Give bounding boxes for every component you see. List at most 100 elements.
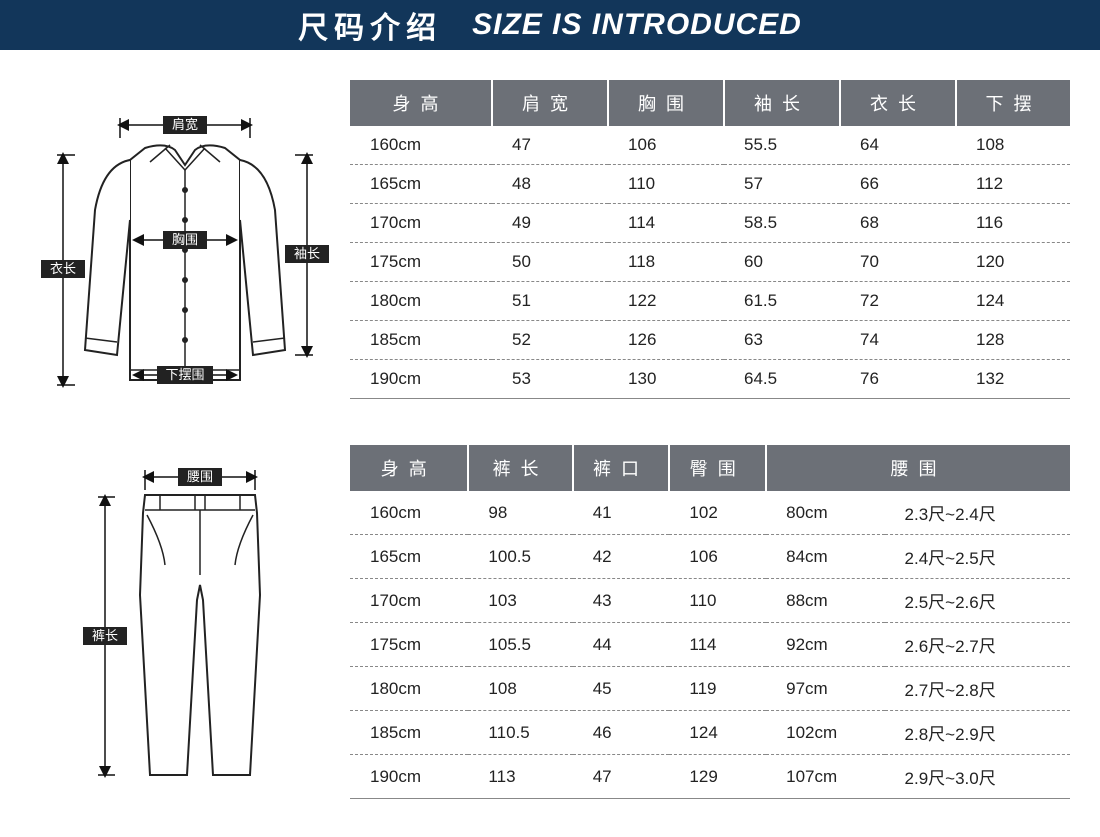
table-cell: 106 <box>608 126 724 165</box>
waist-label: 腰围 <box>187 469 213 484</box>
table-cell: 53 <box>492 360 608 399</box>
table-row: 170cm1034311088cm2.5尺~2.6尺 <box>350 579 1070 623</box>
pants-section: 腰围 裤长 <box>0 430 1100 819</box>
table-header-cell: 下摆 <box>956 80 1070 126</box>
table-cell: 110 <box>669 579 766 623</box>
table-header-cell: 臀围 <box>669 445 766 491</box>
table-cell: 120 <box>956 243 1070 282</box>
table-header-cell: 身高 <box>350 445 468 491</box>
table-header-cell: 肩宽 <box>492 80 608 126</box>
table-cell: 2.6尺~2.7尺 <box>885 623 1070 667</box>
table-cell: 2.8尺~2.9尺 <box>885 711 1070 755</box>
table-cell: 100.5 <box>468 535 572 579</box>
table-cell: 114 <box>608 204 724 243</box>
table-cell: 2.5尺~2.6尺 <box>885 579 1070 623</box>
table-cell: 2.3尺~2.4尺 <box>885 491 1070 535</box>
table-cell: 2.7尺~2.8尺 <box>885 667 1070 711</box>
table-cell: 60 <box>724 243 840 282</box>
pants-length-label: 裤长 <box>92 628 118 643</box>
table-row: 160cm984110280cm2.3尺~2.4尺 <box>350 491 1070 535</box>
sleeve-label: 袖长 <box>294 246 320 261</box>
table-row: 165cm100.54210684cm2.4尺~2.5尺 <box>350 535 1070 579</box>
table-cell: 132 <box>956 360 1070 399</box>
table-header-cell: 袖长 <box>724 80 840 126</box>
table-cell: 102 <box>669 491 766 535</box>
table-cell: 190cm <box>350 360 492 399</box>
table-cell: 129 <box>669 755 766 799</box>
table-cell: 63 <box>724 321 840 360</box>
table-cell: 47 <box>492 126 608 165</box>
table-cell: 160cm <box>350 491 468 535</box>
table-cell: 45 <box>573 667 670 711</box>
table-cell: 118 <box>608 243 724 282</box>
table-cell: 68 <box>840 204 956 243</box>
table-cell: 110 <box>608 165 724 204</box>
table-cell: 64 <box>840 126 956 165</box>
table-cell: 46 <box>573 711 670 755</box>
table-cell: 88cm <box>766 579 884 623</box>
table-cell: 42 <box>573 535 670 579</box>
table-row: 190cm5313064.576132 <box>350 360 1070 399</box>
table-cell: 72 <box>840 282 956 321</box>
table-cell: 58.5 <box>724 204 840 243</box>
table-cell: 190cm <box>350 755 468 799</box>
table-cell: 64.5 <box>724 360 840 399</box>
table-cell: 165cm <box>350 535 468 579</box>
table-cell: 55.5 <box>724 126 840 165</box>
pants-table-wrapper: 身高裤长裤口臀围腰围 160cm984110280cm2.3尺~2.4尺165c… <box>340 445 1070 799</box>
table-cell: 41 <box>573 491 670 535</box>
table-row: 165cm481105766112 <box>350 165 1070 204</box>
table-cell: 124 <box>956 282 1070 321</box>
table-header-cell: 裤口 <box>573 445 670 491</box>
table-cell: 51 <box>492 282 608 321</box>
table-cell: 50 <box>492 243 608 282</box>
table-cell: 124 <box>669 711 766 755</box>
table-cell: 76 <box>840 360 956 399</box>
chest-label: 胸围 <box>172 232 198 247</box>
table-cell: 80cm <box>766 491 884 535</box>
table-header-cell: 胸围 <box>608 80 724 126</box>
table-header-cell: 腰围 <box>766 445 1070 491</box>
table-cell: 119 <box>669 667 766 711</box>
table-cell: 49 <box>492 204 608 243</box>
table-cell: 165cm <box>350 165 492 204</box>
table-cell: 66 <box>840 165 956 204</box>
table-cell: 185cm <box>350 711 468 755</box>
pants-diagram: 腰围 裤长 <box>30 445 340 795</box>
table-cell: 175cm <box>350 243 492 282</box>
table-row: 190cm11347129107cm2.9尺~3.0尺 <box>350 755 1070 799</box>
table-row: 170cm4911458.568116 <box>350 204 1070 243</box>
table-cell: 108 <box>956 126 1070 165</box>
jacket-table-wrapper: 身高肩宽胸围袖长衣长下摆 160cm4710655.564108165cm481… <box>340 80 1070 399</box>
table-cell: 52 <box>492 321 608 360</box>
table-row: 160cm4710655.564108 <box>350 126 1070 165</box>
table-cell: 122 <box>608 282 724 321</box>
table-header-cell: 身高 <box>350 80 492 126</box>
table-cell: 170cm <box>350 579 468 623</box>
jacket-size-table: 身高肩宽胸围袖长衣长下摆 160cm4710655.564108165cm481… <box>350 80 1070 399</box>
table-cell: 92cm <box>766 623 884 667</box>
table-header-cell: 裤长 <box>468 445 572 491</box>
table-cell: 74 <box>840 321 956 360</box>
banner-title-cn: 尺码介绍 <box>298 3 442 47</box>
table-cell: 61.5 <box>724 282 840 321</box>
table-cell: 57 <box>724 165 840 204</box>
table-row: 175cm501186070120 <box>350 243 1070 282</box>
table-cell: 175cm <box>350 623 468 667</box>
pants-size-table: 身高裤长裤口臀围腰围 160cm984110280cm2.3尺~2.4尺165c… <box>350 445 1070 799</box>
table-cell: 108 <box>468 667 572 711</box>
table-cell: 84cm <box>766 535 884 579</box>
table-cell: 128 <box>956 321 1070 360</box>
table-row: 185cm521266374128 <box>350 321 1070 360</box>
table-cell: 48 <box>492 165 608 204</box>
table-cell: 180cm <box>350 667 468 711</box>
shoulder-label: 肩宽 <box>172 117 198 132</box>
table-cell: 126 <box>608 321 724 360</box>
jacket-section: 肩宽 <box>0 50 1100 430</box>
table-cell: 180cm <box>350 282 492 321</box>
table-cell: 102cm <box>766 711 884 755</box>
table-row: 180cm5112261.572124 <box>350 282 1070 321</box>
table-row: 185cm110.546124102cm2.8尺~2.9尺 <box>350 711 1070 755</box>
table-cell: 97cm <box>766 667 884 711</box>
table-cell: 116 <box>956 204 1070 243</box>
